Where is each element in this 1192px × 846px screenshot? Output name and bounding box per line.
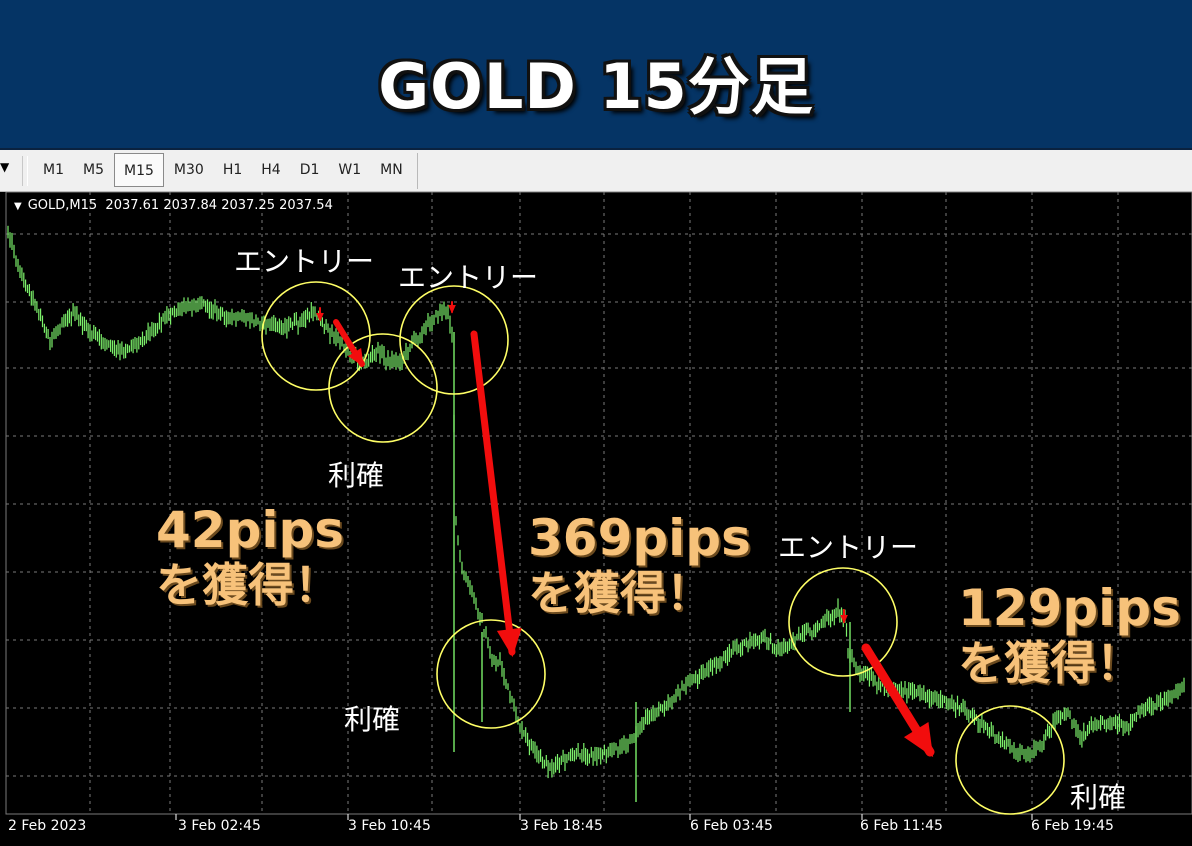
- toolbar-separator: [22, 156, 28, 186]
- trade-arrow-head: [316, 312, 324, 322]
- symbol-label: GOLD,M15: [27, 198, 98, 213]
- pips-text: を獲得！: [528, 566, 712, 620]
- x-tick-label: 6 Feb 03:45: [690, 818, 773, 834]
- dropdown-arrow-icon[interactable]: ▼: [0, 160, 10, 174]
- annotation-circle: [328, 333, 438, 443]
- pips-text: を獲得！: [156, 558, 340, 612]
- annotation-circle: [399, 285, 509, 395]
- pips-text: を獲得！: [958, 636, 1142, 690]
- timeframe-button-mn[interactable]: MN: [380, 162, 403, 178]
- annotation-circle: [436, 619, 546, 729]
- pips-amount: 129pips: [958, 579, 1181, 637]
- timeframe-button-h4[interactable]: H4: [261, 162, 281, 178]
- annotation-circle: [955, 705, 1065, 815]
- chart-header: ▼ GOLD,M15 2037.61 2037.84 2037.25 2037.5…: [14, 198, 333, 213]
- timeframe-button-d1[interactable]: D1: [299, 162, 320, 178]
- title-banner: GOLD 15分足: [0, 0, 1192, 150]
- trade-arrow-head: [840, 614, 848, 624]
- timeframe-button-m15[interactable]: M15: [114, 153, 164, 187]
- x-tick-label: 3 Feb 02:45: [178, 818, 261, 834]
- annotation-circle: [788, 567, 898, 677]
- chart-frame: [5, 192, 1192, 815]
- x-tick-label: 3 Feb 10:45: [348, 818, 431, 834]
- timeframe-toolbar: ▼ M1 M5 M15 M30 H1 H4 D1 W1 MN: [0, 150, 1192, 192]
- x-tick-label: 6 Feb 19:45: [1031, 818, 1114, 834]
- timeframe-button-m30[interactable]: M30: [173, 162, 204, 178]
- banner-title: GOLD 15分足: [378, 50, 814, 123]
- pips-amount: 369pips: [528, 509, 751, 567]
- trade-arrow-head: [348, 348, 364, 367]
- annotation-circles: [261, 281, 1065, 815]
- trade-arrow-head: [448, 304, 456, 314]
- pips-callout-3: 129pips を獲得！: [958, 580, 1181, 690]
- chart-canvas: [5, 192, 1192, 820]
- x-tick-label: 3 Feb 18:45: [520, 818, 603, 834]
- x-tick-label: 2 Feb 2023: [8, 818, 87, 834]
- candle-series: [7, 225, 1185, 802]
- ohlc-values: 2037.61 2037.84 2037.25 2037.54: [105, 198, 333, 213]
- trade-arrows: [316, 301, 935, 758]
- price-chart[interactable]: ▼ GOLD,M15 2037.61 2037.84 2037.25 2037.5…: [0, 192, 1192, 846]
- x-tick-label: 6 Feb 11:45: [860, 818, 943, 834]
- pips-callout-1: 42pips を獲得！: [156, 502, 344, 612]
- collapse-triangle-icon[interactable]: ▼: [14, 201, 22, 212]
- timeframe-group: M1 M5 M15 M30 H1 H4 D1 W1 MN: [34, 153, 418, 189]
- timeframe-button-w1[interactable]: W1: [338, 162, 362, 178]
- entry-label-1: エントリー: [234, 245, 375, 278]
- take-profit-label-3: 利確: [1070, 781, 1127, 814]
- entry-label-2: エントリー: [398, 261, 539, 294]
- entry-label-3: エントリー: [778, 531, 919, 564]
- timeframe-button-h1[interactable]: H1: [222, 162, 243, 178]
- timeframe-button-m5[interactable]: M5: [83, 162, 104, 178]
- timeframe-button-m1[interactable]: M1: [43, 162, 64, 178]
- trade-arrow-line: [470, 330, 516, 656]
- take-profit-label-2: 利確: [344, 703, 401, 736]
- trade-arrow-head: [496, 627, 522, 658]
- trade-arrow-head: [903, 722, 934, 758]
- pips-amount: 42pips: [156, 501, 345, 559]
- pips-callout-2: 369pips を獲得！: [528, 510, 751, 620]
- take-profit-label-1: 利確: [328, 459, 385, 492]
- annotation-circle: [261, 281, 371, 391]
